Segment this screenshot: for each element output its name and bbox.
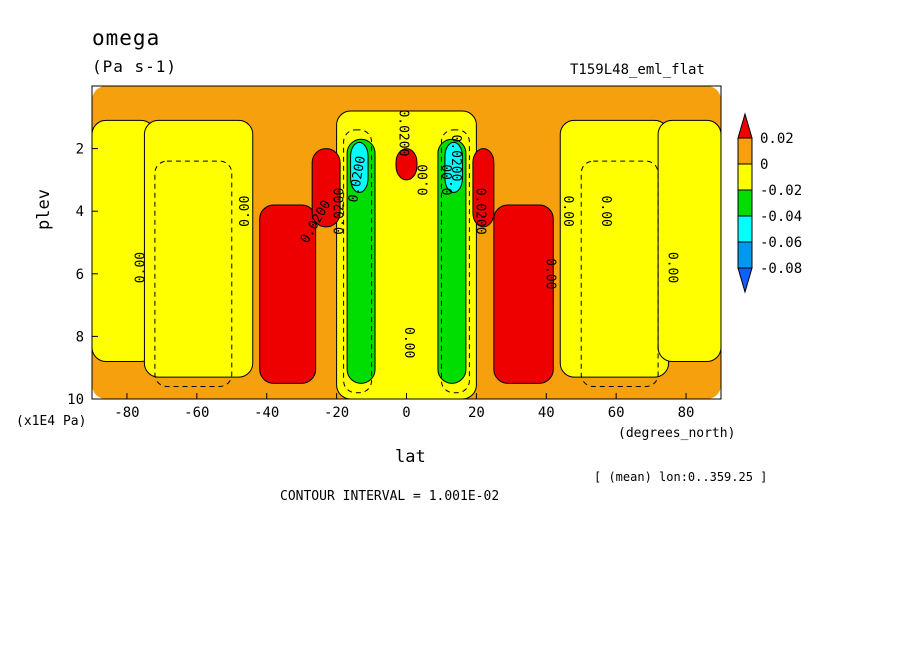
x-tick-label-8: 80 xyxy=(678,405,695,421)
colorbar-segment-2 xyxy=(737,189,753,217)
colorbar-label-2: -0.02 xyxy=(760,183,802,199)
contour-label-5: 0.00 xyxy=(416,164,431,195)
dashed-contour-0 xyxy=(154,160,233,387)
contour-region-6 xyxy=(259,204,317,384)
chart-title: omega xyxy=(92,26,161,50)
x-tick-label-5: 20 xyxy=(468,405,485,421)
contour-region-7 xyxy=(311,148,341,228)
colorbar-label-5: -0.08 xyxy=(760,261,802,277)
dashed-contour-1 xyxy=(580,160,659,387)
colorbar-segment-4 xyxy=(737,241,753,269)
colorbar-label-3: -0.04 xyxy=(760,209,802,225)
contour-label-12: 0.00 xyxy=(665,252,680,283)
y-tick-label-1: 4 xyxy=(76,204,84,220)
contour-region-14 xyxy=(444,141,463,193)
contour-region-2 xyxy=(143,119,254,378)
contour-label-13: 0.0200 xyxy=(396,109,411,156)
contour-region-4 xyxy=(559,119,670,378)
colorbar-label-4: -0.06 xyxy=(760,235,802,251)
contour-region-11 xyxy=(346,138,376,384)
contour-label-1: 0.00 xyxy=(238,196,253,227)
contour-region-8 xyxy=(395,148,418,181)
contour-region-9 xyxy=(472,148,495,228)
x-tick-label-2: -40 xyxy=(254,405,279,421)
contour-region-13 xyxy=(350,141,369,193)
x-tick-label-4: 0 xyxy=(402,405,410,421)
colorbar-label-0: 0.02 xyxy=(760,131,794,147)
y-axis-label: plev xyxy=(34,189,54,230)
x-tick-label-7: 60 xyxy=(608,405,625,421)
colorbar-segment-0 xyxy=(737,137,753,165)
x-tick-label-6: 40 xyxy=(538,405,555,421)
averaging-note: [ (mean) lon:0..359.25 ] xyxy=(594,470,768,484)
contour-label-10: 0.00 xyxy=(560,196,575,227)
colorbar-label-1: 0 xyxy=(760,157,768,173)
contour-label-0: 0.00 xyxy=(133,252,148,283)
contour-region-12 xyxy=(437,138,467,384)
x-tick-label-0: -80 xyxy=(114,405,139,421)
y-tick-label-2: 6 xyxy=(76,267,84,283)
contour-region-10 xyxy=(493,204,554,384)
y-tick-label-3: 8 xyxy=(76,329,84,345)
contour-label-11: 0.00 xyxy=(598,196,613,227)
contour-region-5 xyxy=(657,119,722,362)
x-tick-label-1: -60 xyxy=(184,405,209,421)
contour-label-6: 0.00 xyxy=(441,164,456,195)
chart-units: (Pa s-1) xyxy=(92,57,178,76)
colorbar-top-triangle xyxy=(737,112,753,139)
y-axis-units: (x1E4 Pa) xyxy=(16,414,87,429)
contour-label-9: 0.00 xyxy=(542,258,557,289)
x-axis-units: (degrees_north) xyxy=(618,426,736,441)
colorbar-bottom-triangle xyxy=(737,267,753,294)
colorbar-segment-1 xyxy=(737,163,753,191)
contour-label-7: 0.0200 xyxy=(448,135,463,182)
dashed-contour-3 xyxy=(440,129,470,394)
contour-label-8: 0.0200 xyxy=(472,188,487,235)
dashed-contour-2 xyxy=(343,129,373,394)
x-axis-label: lat xyxy=(395,447,426,467)
y-tick-label-4: 10 xyxy=(67,392,84,408)
experiment-label: T159L48_eml_flat xyxy=(570,62,705,78)
contour-label-14: 0.00 xyxy=(401,327,416,358)
y-tick-label-0: 2 xyxy=(76,142,84,158)
colorbar-segment-3 xyxy=(737,215,753,243)
x-tick-label-3: -20 xyxy=(324,405,349,421)
contour-label-3: 0.0200 xyxy=(333,188,348,235)
contour-interval-note: CONTOUR INTERVAL = 1.001E-02 xyxy=(280,489,500,504)
